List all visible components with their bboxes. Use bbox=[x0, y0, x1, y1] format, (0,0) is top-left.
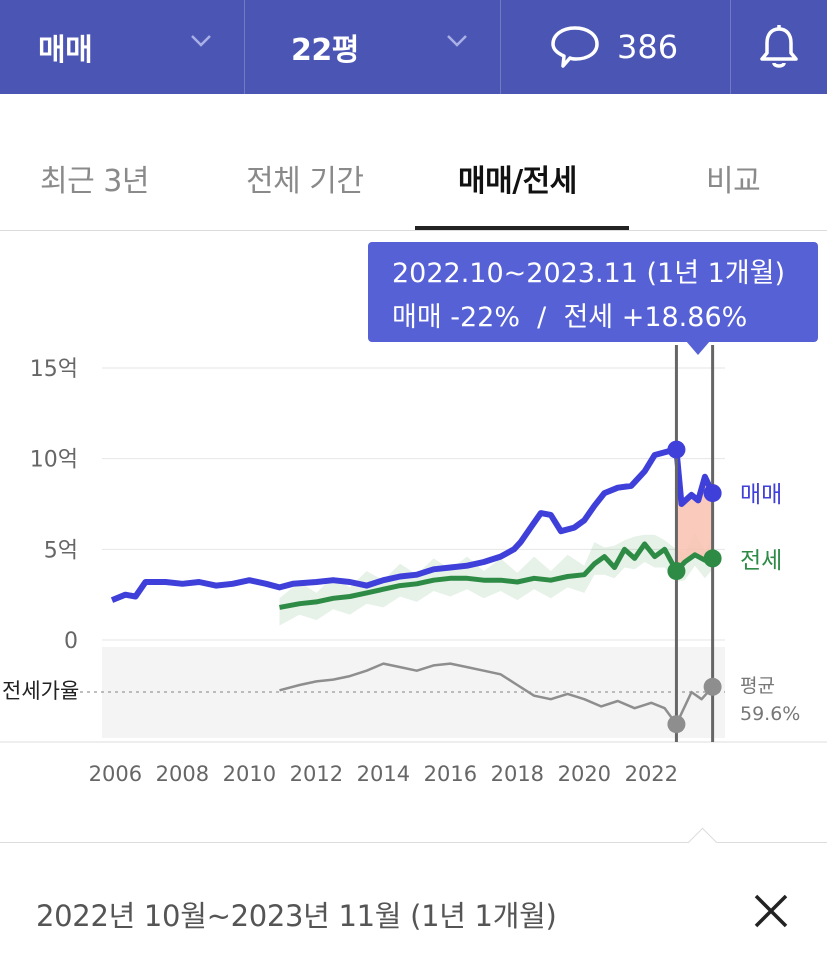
ratio-band-bg bbox=[102, 647, 725, 738]
y-tick-label: 0 bbox=[64, 629, 78, 654]
selection-tooltip: 2022.10~2023.11 (1년 1개월) 매매 -22% / 전세 +1… bbox=[368, 242, 818, 342]
tooltip-change: 매매 -22% / 전세 +18.86% bbox=[392, 302, 748, 333]
price-chart[interactable]: 15억 10억 5억 0 2006 2008 2010 2012 2014 2016 2018 202… bbox=[0, 232, 827, 812]
x-tick-label: 2016 bbox=[424, 762, 477, 786]
sale-end-point bbox=[703, 484, 722, 503]
trade-type-label: 매매 bbox=[38, 33, 93, 68]
bottom-caret bbox=[687, 827, 718, 858]
chevron-down-icon bbox=[191, 35, 211, 47]
jeonse-line bbox=[279, 541, 714, 610]
sale-line bbox=[110, 446, 716, 603]
x-tick-label: 2014 bbox=[357, 762, 410, 786]
tab-all-period[interactable]: 전체 기간 bbox=[246, 164, 364, 199]
comment-button[interactable]: 386 bbox=[501, 0, 731, 94]
x-tick-label: 2022 bbox=[625, 762, 678, 786]
close-icon[interactable] bbox=[752, 892, 790, 930]
sale-start-point bbox=[667, 440, 686, 459]
selected-range-text: 2022년 10월~2023년 11월 (1년 1개월) bbox=[36, 899, 557, 933]
x-tick-label: 2008 bbox=[156, 762, 209, 786]
ratio-line bbox=[279, 662, 714, 726]
ratio-start-point bbox=[667, 715, 686, 734]
tab-recent-3y[interactable]: 최근 3년 bbox=[40, 164, 149, 199]
active-tab-indicator bbox=[415, 226, 629, 230]
size-select[interactable]: 22평 bbox=[245, 0, 501, 94]
ratio-average-value: 59.6% bbox=[740, 703, 800, 725]
period-tabs: 최근 3년 전체 기간 매매/전세 비교 bbox=[0, 112, 827, 231]
sale-series-label: 매매 bbox=[740, 482, 782, 508]
top-bar: 매매 22평 386 bbox=[0, 0, 827, 94]
y-tick-label: 10억 bbox=[30, 448, 78, 473]
speech-bubble-icon bbox=[551, 26, 599, 68]
x-tick-label: 2018 bbox=[491, 762, 544, 786]
tab-sale-jeonse[interactable]: 매매/전세 bbox=[458, 164, 577, 199]
tab-compare[interactable]: 비교 bbox=[706, 164, 761, 199]
x-tick-label: 2006 bbox=[89, 762, 142, 786]
x-tick-label: 2012 bbox=[290, 762, 343, 786]
selection-gap-fill bbox=[676, 449, 713, 572]
jeonse-series-label: 전세 bbox=[740, 548, 782, 574]
alarm-button[interactable] bbox=[731, 0, 827, 94]
chevron-down-icon bbox=[447, 35, 467, 47]
x-tick-label: 2010 bbox=[223, 762, 276, 786]
ratio-end-point bbox=[703, 677, 722, 696]
comment-count: 386 bbox=[617, 28, 679, 66]
trade-type-select[interactable]: 매매 bbox=[0, 0, 245, 94]
bell-icon bbox=[760, 25, 798, 68]
jeonse-start-point bbox=[667, 562, 686, 581]
tooltip-arrow bbox=[686, 341, 710, 355]
tooltip-period: 2022.10~2023.11 (1년 1개월) bbox=[392, 258, 786, 289]
y-tick-label: 15억 bbox=[30, 357, 78, 382]
jeonse-end-point bbox=[703, 549, 722, 568]
size-label: 22평 bbox=[291, 33, 359, 68]
bottom-divider bbox=[0, 842, 827, 843]
ratio-label: 전세가율 bbox=[2, 679, 79, 703]
y-tick-label: 5억 bbox=[44, 538, 78, 563]
x-tick-label: 2020 bbox=[558, 762, 611, 786]
ratio-average-title: 평균 bbox=[740, 675, 775, 697]
